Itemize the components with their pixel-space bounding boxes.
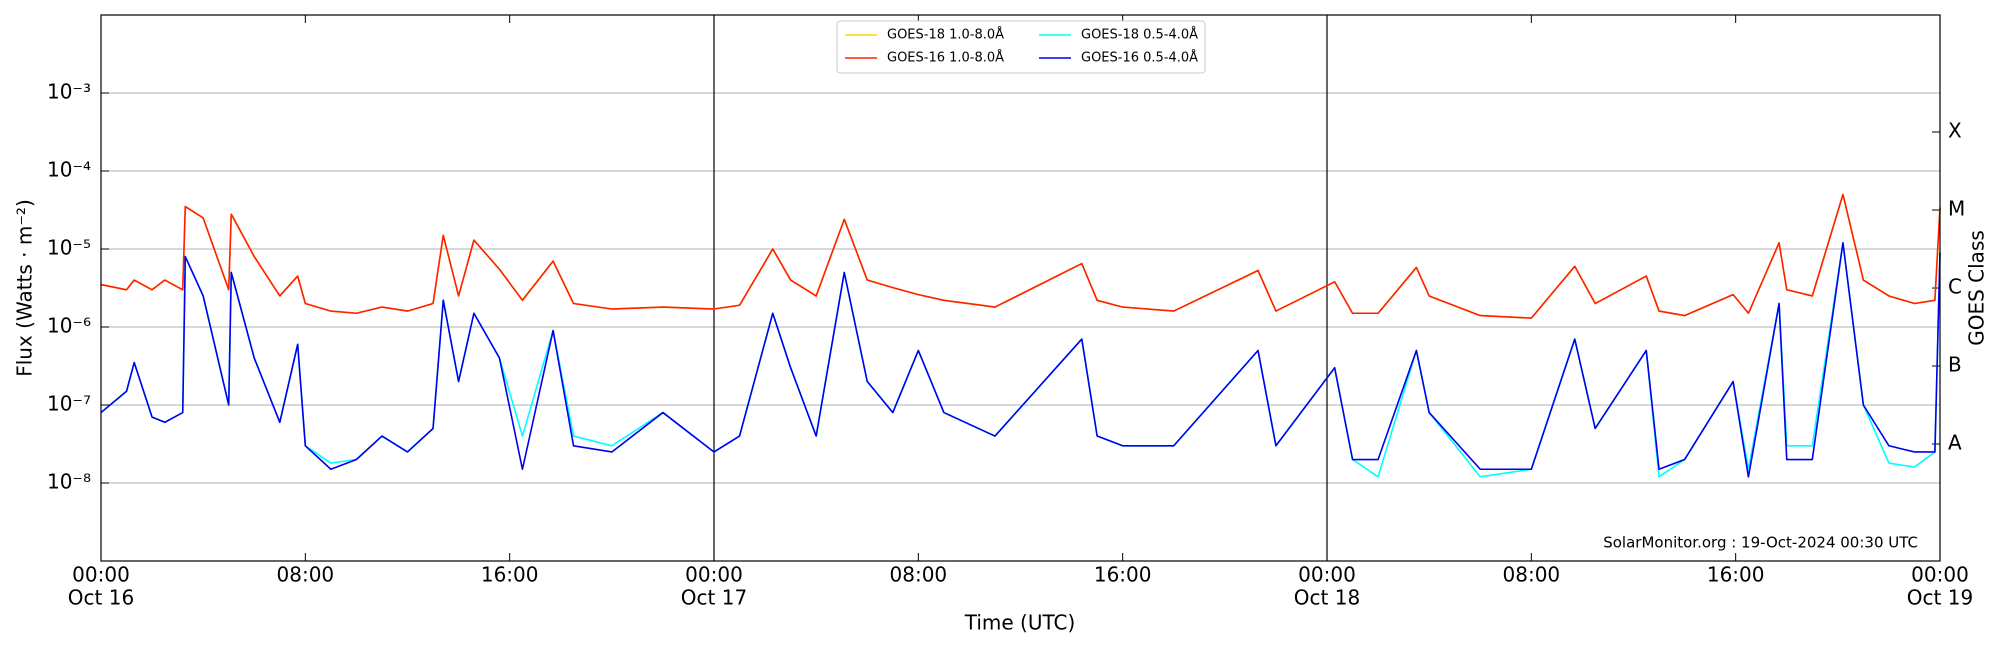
legend-frame [836,20,1206,74]
annotation: SolarMonitor.org : 19-Oct-2024 00:30 UTC [1603,534,1918,552]
x-tick-date: Oct 19 [1907,586,1973,610]
series-line [100,193,1941,319]
y-tick-label: 10⁻⁵ [47,236,91,260]
legend-label: GOES-18 0.5-4.0Å [1081,27,1198,43]
y-tick-label: 10⁻⁸ [47,470,91,494]
legend-label: GOES-16 0.5-4.0Å [1081,50,1198,66]
y-tick-label: 10⁻⁴ [47,158,91,182]
y-tick-label: 10⁻⁶ [47,314,91,338]
x-axis-label: Time (UTC) [964,611,1076,635]
x-tick-label: 00:00 [72,563,130,587]
x-tick-label: 00:00 [1911,563,1969,587]
y-tick-label: 10⁻³ [47,80,91,104]
y2-tick-label: M [1948,197,1965,221]
plot-frame [100,14,1941,562]
x-tick-label: 00:00 [1298,563,1356,587]
y2-tick-label: B [1948,353,1962,377]
x-tick-date: Oct 16 [68,586,134,610]
legend-label: GOES-18 1.0-8.0Å [887,27,1004,43]
y-tick-label: 10⁻⁷ [47,392,91,416]
legend: GOES-18 1.0-8.0Å GOES-16 1.0-8.0Å GOES-18 … [836,20,1206,74]
x-tick-label: 16:00 [481,563,539,587]
y2-tick-label: X [1948,119,1962,143]
x-tick-label: 16:00 [1094,563,1152,587]
series-line [100,242,1941,478]
x-tick-label: 08:00 [1503,563,1561,587]
x-tick-date: Oct 18 [1294,586,1360,610]
y-axis-label: Flux (Watts · m⁻²) [13,199,37,377]
x-tick-label: 08:00 [890,563,948,587]
x-tick-label: 08:00 [277,563,335,587]
x-tick-label: 16:00 [1707,563,1765,587]
y2-tick-label: C [1948,275,1962,299]
x-tick-date: Oct 17 [681,586,747,610]
x-tick-label: 00:00 [685,563,743,587]
y2-tick-label: A [1948,431,1962,455]
legend-label: GOES-16 1.0-8.0Å [887,50,1004,66]
y2-axis-label: GOES Class [1965,230,1989,346]
